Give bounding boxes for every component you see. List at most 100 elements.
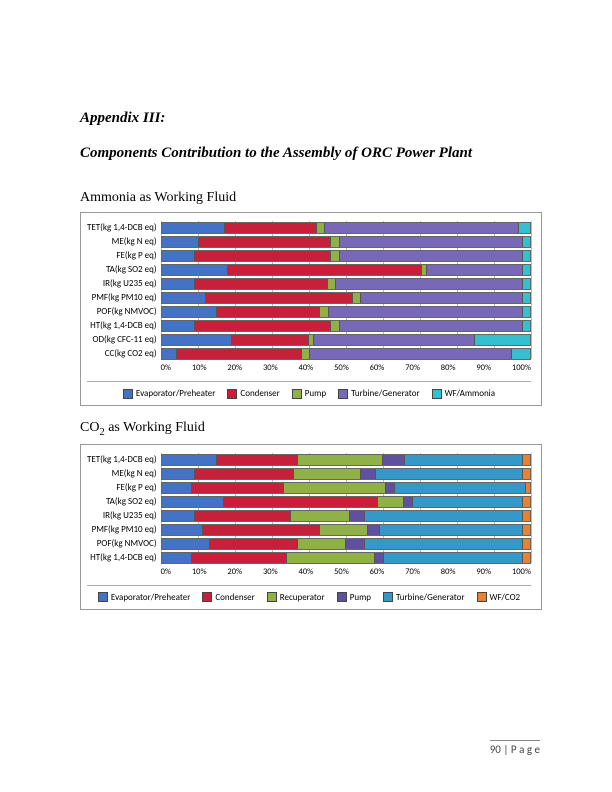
bar-segment: [317, 223, 325, 233]
bar-segment: [523, 497, 530, 507]
bar-row: [161, 509, 531, 523]
x-axis-label: 0%: [161, 567, 171, 577]
y-axis-label: PMF(kg PM10 eq): [87, 291, 157, 305]
bar-segment: [378, 497, 404, 507]
legend-item: Pump: [337, 592, 371, 603]
legend-item: Pump: [292, 388, 326, 399]
x-axis-label: 70%: [405, 567, 420, 577]
bar-segment: [384, 553, 523, 563]
bar-segment: [162, 349, 178, 359]
bar-segment: [526, 483, 530, 493]
bar-row: [161, 333, 531, 347]
y-axis-label: ME(kg N eq): [87, 467, 157, 481]
legend-item: Evaporator/Preheater: [98, 592, 190, 603]
chart-legend: Evaporator/Preheater Condenser Recuperator…: [87, 585, 531, 603]
bar-segment: [523, 553, 530, 563]
bar-segment: [162, 497, 225, 507]
bar-segment: [228, 265, 422, 275]
x-axis-label: 90%: [476, 363, 491, 373]
x-axis-label: 100%: [512, 363, 531, 373]
chart1-title: Ammonia as Working Fluid: [80, 190, 542, 206]
bar-row: [161, 319, 531, 333]
y-axis-label: IR(kg U235 eq): [87, 277, 157, 291]
bar-segment: [287, 553, 375, 563]
bar-segment: [523, 237, 530, 247]
bar-segment: [320, 307, 328, 317]
bar-segment: [162, 483, 192, 493]
x-axis-label: 40%: [299, 567, 314, 577]
x-axis-label: 40%: [299, 363, 314, 373]
y-axis-label: TA(kg SO2 eq): [87, 263, 157, 277]
bar-segment: [162, 223, 225, 233]
y-axis-label: POF(kg NMVOC): [87, 305, 157, 319]
bar-segment: [376, 469, 522, 479]
y-axis-label: HT(kg 1,4-DCB eq): [87, 551, 157, 565]
bar-row: [161, 481, 531, 495]
legend-item: Evaporator/Preheater: [123, 388, 215, 399]
bar-segment: [217, 455, 298, 465]
bar-segment: [232, 335, 310, 345]
gridline: [531, 453, 532, 563]
bar-segment: [427, 265, 523, 275]
chart2-title: CO2 as Working Fluid: [80, 420, 542, 438]
bar-segment: [365, 539, 522, 549]
legend-item: Condenser: [202, 592, 254, 603]
bar-segment: [405, 455, 522, 465]
bar-segment: [523, 307, 530, 317]
legend-label: Pump: [305, 388, 326, 399]
legend-label: Turbine/Generator: [396, 592, 465, 603]
x-axis-label: 60%: [370, 363, 385, 373]
x-axis-label: 60%: [370, 567, 385, 577]
legend-label: Evaporator/Preheater: [136, 388, 215, 399]
bar-segment: [199, 237, 331, 247]
x-axis-label: 50%: [334, 363, 349, 373]
legend-label: Condenser: [215, 592, 254, 603]
y-axis-label: TET(kg 1,4-DCB eq): [87, 221, 157, 235]
bar-row: [161, 347, 531, 361]
bar-segment: [325, 223, 519, 233]
bar-row: [161, 235, 531, 249]
bar-segment: [162, 525, 203, 535]
bar-segment: [203, 525, 320, 535]
legend-swatch: [123, 389, 133, 399]
bar-segment: [162, 455, 218, 465]
bar-segment: [329, 307, 523, 317]
bar-segment: [340, 251, 523, 261]
bar-segment: [523, 251, 530, 261]
legend-label: WF/Ammonia: [445, 388, 495, 399]
bar-segment: [162, 265, 229, 275]
bar-segment: [512, 349, 530, 359]
bar-segment: [284, 483, 387, 493]
bar-segment: [162, 553, 192, 563]
bar-segment: [195, 279, 327, 289]
bar-segment: [206, 293, 353, 303]
bar-segment: [162, 321, 196, 331]
bar-segment: [523, 539, 530, 549]
legend-label: Recuperator: [280, 592, 325, 603]
legend-item: Recuperator: [267, 592, 325, 603]
bar-segment: [162, 251, 196, 261]
bar-segment: [413, 497, 523, 507]
bar-segment: [195, 511, 290, 521]
bar-segment: [162, 293, 207, 303]
section-title: Components Contribution to the Assembly …: [80, 145, 542, 162]
chart2-title-pre: CO: [80, 420, 99, 435]
bar-segment: [331, 321, 339, 331]
bar-segment: [404, 497, 412, 507]
bar-row: [161, 249, 531, 263]
bar-segment: [314, 335, 475, 345]
y-axis-label: IR(kg U235 eq): [87, 509, 157, 523]
bar-segment: [177, 349, 302, 359]
x-axis-label: 100%: [512, 567, 531, 577]
bar-segment: [340, 237, 523, 247]
x-axis-label: 20%: [227, 567, 242, 577]
x-axis-label: 30%: [263, 363, 278, 373]
bar-segment: [298, 455, 383, 465]
bar-segment: [162, 335, 232, 345]
bar-segment: [368, 525, 380, 535]
bar-row: [161, 495, 531, 509]
legend-swatch: [227, 389, 237, 399]
legend-swatch: [98, 592, 108, 602]
bar-row: [161, 277, 531, 291]
x-axis-label: 0%: [161, 363, 171, 373]
